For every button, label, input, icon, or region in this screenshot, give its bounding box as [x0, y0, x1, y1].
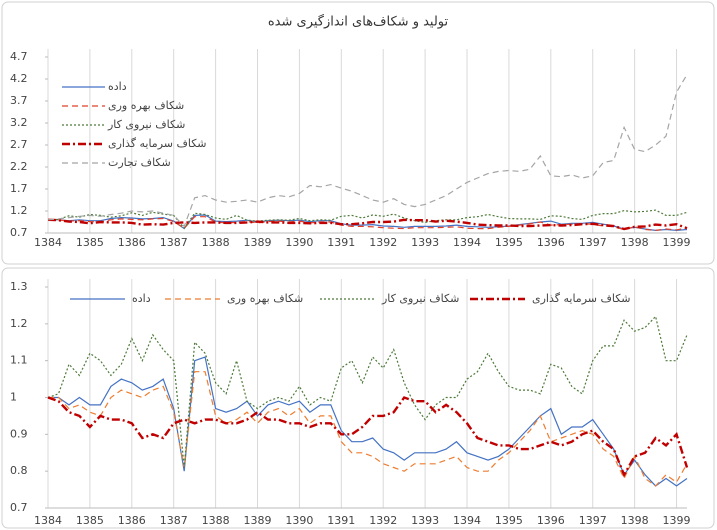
y-tick-label: 4.2: [10, 72, 28, 85]
legend-label: داده: [132, 292, 151, 305]
x-tick-label: 1392: [369, 236, 397, 249]
x-tick-label: 1397: [579, 514, 607, 527]
x-tick-label: 1390: [285, 236, 313, 249]
x-tick-label: 1384: [34, 514, 62, 527]
x-tick-label: 1396: [537, 514, 565, 527]
y-tick-label: 0.7: [10, 226, 28, 239]
series-line: [48, 356, 688, 487]
x-tick-label: 1394: [453, 514, 481, 527]
x-tick-label: 1398: [621, 236, 649, 249]
x-tick-label: 1387: [160, 236, 188, 249]
x-tick-label: 1390: [285, 514, 313, 527]
y-tick-label: 3.7: [10, 94, 28, 107]
y-tick-label: 0.9: [10, 427, 28, 440]
series-line: [47, 218, 688, 231]
y-tick-label: 0.8: [10, 464, 28, 477]
legend-label: شکاف سرمایه گذاری: [108, 137, 207, 150]
panel-frame: [1, 267, 715, 529]
series-line: [48, 371, 688, 487]
panel-frame: [1, 1, 715, 265]
x-tick-label: 1393: [411, 236, 439, 249]
y-tick-label: 1.2: [10, 317, 28, 330]
x-tick-label: 1395: [495, 236, 523, 249]
x-tick-label: 1385: [76, 514, 104, 527]
y-tick-label: 2.2: [10, 160, 28, 173]
x-tick-label: 1397: [579, 236, 607, 249]
y-tick-label: 3.2: [10, 116, 28, 129]
series-line: [47, 315, 688, 468]
x-tick-label: 1399: [663, 514, 691, 527]
x-tick-label: 1391: [327, 236, 355, 249]
legend-label: شکاف بهره وری: [227, 292, 303, 305]
x-tick-label: 1394: [453, 236, 481, 249]
series-line: [47, 396, 689, 478]
legend-label: شکاف سرمایه گذاری: [532, 292, 631, 305]
x-tick-label: 1395: [495, 514, 523, 527]
legend-label: شکاف بهره وری: [108, 99, 184, 112]
x-tick-label: 1393: [411, 514, 439, 527]
y-tick-label: 1.3: [10, 280, 28, 293]
x-tick-label: 1385: [76, 236, 104, 249]
y-tick-label: 1.7: [10, 182, 28, 195]
legend-label: شکاف تجارت: [108, 156, 171, 169]
x-tick-label: 1389: [244, 514, 272, 527]
x-tick-label: 1389: [244, 236, 272, 249]
chart-title: تولید و شکاف‌های اندازگیری شده: [268, 14, 449, 30]
legend-label: شکاف نیروی کار: [381, 292, 459, 305]
series-line: [47, 74, 688, 228]
x-tick-label: 1388: [202, 236, 230, 249]
series-line: [47, 209, 688, 230]
x-tick-label: 1384: [34, 236, 62, 249]
y-tick-label: 1: [10, 391, 17, 404]
y-tick-label: 4.7: [10, 50, 28, 63]
y-tick-label: 2.7: [10, 138, 28, 151]
x-tick-label: 1388: [202, 514, 230, 527]
x-tick-label: 1398: [621, 514, 649, 527]
x-tick-label: 1387: [160, 514, 188, 527]
x-tick-label: 1391: [327, 514, 355, 527]
y-tick-label: 1.1: [10, 354, 28, 367]
y-tick-label: 1.2: [10, 204, 28, 217]
legend-label: داده: [108, 80, 127, 93]
x-tick-label: 1399: [663, 236, 691, 249]
legend-label: شکاف نیروی کار: [107, 118, 185, 131]
y-tick-label: 0.7: [10, 501, 28, 514]
x-tick-label: 1396: [537, 236, 565, 249]
x-tick-label: 1386: [118, 514, 146, 527]
x-tick-label: 1386: [118, 236, 146, 249]
x-tick-label: 1392: [369, 514, 397, 527]
